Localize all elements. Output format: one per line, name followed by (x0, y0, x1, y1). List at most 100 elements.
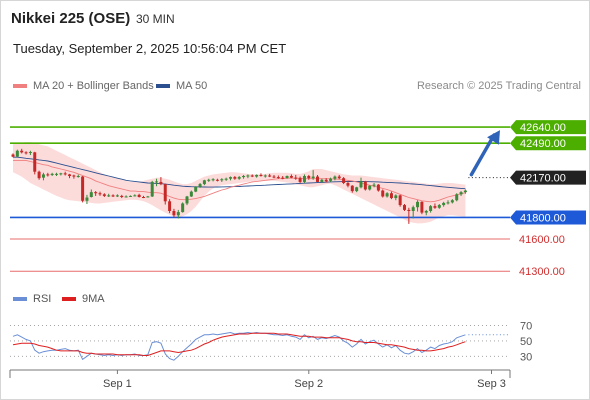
price-label-41600-00: 41600.00 (519, 234, 565, 246)
legend-ma50: MA 50 (156, 80, 207, 92)
candle-body (272, 176, 276, 178)
price-label-41300-00: 41300.00 (519, 266, 565, 278)
candle-body (198, 184, 202, 187)
candle-body (150, 181, 154, 197)
price-label-42490-00: 42490.00 (520, 138, 566, 150)
candle-body (220, 179, 224, 181)
legend-rsi-ma: 9MA (62, 293, 105, 305)
candle-body (411, 207, 415, 211)
candle-body (259, 174, 263, 177)
candle-body (381, 190, 385, 197)
price-label-42490-00-bg (510, 136, 586, 151)
candle-body (172, 210, 176, 216)
candle-body (24, 152, 28, 154)
candle-body (229, 177, 232, 179)
rsi-swatch (13, 297, 27, 301)
candle-body (437, 205, 441, 208)
candle-body (255, 174, 259, 177)
candle-body (46, 174, 50, 176)
bollinger-band (13, 142, 466, 224)
candle-body (124, 196, 128, 198)
candle-body (237, 177, 241, 179)
ma50-swatch (156, 84, 170, 88)
candle-body (420, 201, 424, 213)
ma20-swatch (13, 84, 27, 88)
candle-body (268, 175, 272, 177)
candle-body (320, 179, 324, 182)
candle-body (202, 180, 206, 185)
candle-body (224, 178, 228, 180)
candle-body (329, 178, 333, 181)
candle-body (276, 177, 280, 179)
candle-body (102, 194, 106, 196)
price-label-42170-00-bg (510, 170, 586, 185)
candle-body (442, 202, 446, 206)
candle-body (263, 175, 267, 177)
candle-body (433, 206, 437, 208)
candle-body (389, 193, 393, 199)
legend-ma20: MA 20 + Bollinger Bands (13, 80, 154, 92)
candle-body (28, 152, 32, 154)
candle-body (394, 195, 398, 199)
candle-body (142, 197, 145, 198)
candle-body (115, 195, 119, 197)
candle-body (94, 192, 98, 194)
candle-body (385, 193, 389, 197)
candle-body (450, 200, 454, 203)
candle-body (15, 150, 19, 157)
candle-body (176, 212, 180, 216)
candle-body (298, 178, 302, 182)
candle-body (459, 192, 463, 195)
candle-body (11, 154, 15, 157)
candle-body (376, 184, 380, 191)
candle-body (289, 176, 293, 178)
candle-body (111, 195, 115, 197)
candle-body (359, 181, 363, 188)
price-label-41800-00: 41800.00 (520, 212, 566, 224)
candle-body (355, 187, 359, 192)
candle-body (63, 173, 67, 175)
candle-body (120, 195, 124, 197)
candle-body (307, 176, 311, 179)
legend-rsi-label: RSI (33, 293, 52, 305)
candle-body (72, 175, 76, 177)
candle-body (285, 176, 289, 179)
candle-body (337, 176, 341, 179)
time-label-sep-3: Sep 3 (477, 378, 506, 390)
legend-rsi-ma-label: 9MA (82, 293, 105, 305)
candle-body (146, 196, 150, 198)
rsi-ma-swatch (62, 297, 76, 301)
candle-body (85, 197, 89, 201)
timestamp: Tuesday, September 2, 2025 10:56:04 PM C… (13, 41, 287, 56)
candle-body (294, 177, 298, 179)
candle-body (215, 179, 219, 181)
price-label-41800-00-bg (510, 210, 586, 225)
candle-body (398, 195, 402, 206)
candle-body (242, 176, 246, 178)
rsi-axis-label-30: 30 (520, 351, 532, 363)
candle-body (68, 174, 72, 177)
candle-body (211, 179, 215, 181)
price-label-42170-00: 42170.00 (520, 173, 566, 185)
instrument-title: Nikkei 225 (OSE) (11, 10, 131, 27)
candle-body (59, 173, 63, 175)
candle-body (137, 194, 141, 197)
candle-body (463, 190, 467, 193)
candle-body (372, 184, 376, 186)
candle-body (159, 181, 163, 185)
candle-body (133, 195, 137, 197)
time-label-sep-1: Sep 1 (103, 378, 132, 390)
candle-body (407, 209, 411, 211)
candle-body (455, 194, 459, 201)
candle-body (342, 178, 346, 184)
ma50-line (13, 156, 466, 190)
legend-ma50-label: MA 50 (176, 80, 208, 92)
candle-body (33, 152, 37, 172)
candle-body (81, 176, 85, 201)
candle-body (246, 175, 250, 177)
candle-body (316, 176, 319, 182)
candle-body (368, 185, 372, 190)
forecast-arrow-shaft (469, 133, 496, 177)
candle-body (98, 193, 102, 195)
price-label-42640-00: 42640.00 (520, 122, 566, 134)
